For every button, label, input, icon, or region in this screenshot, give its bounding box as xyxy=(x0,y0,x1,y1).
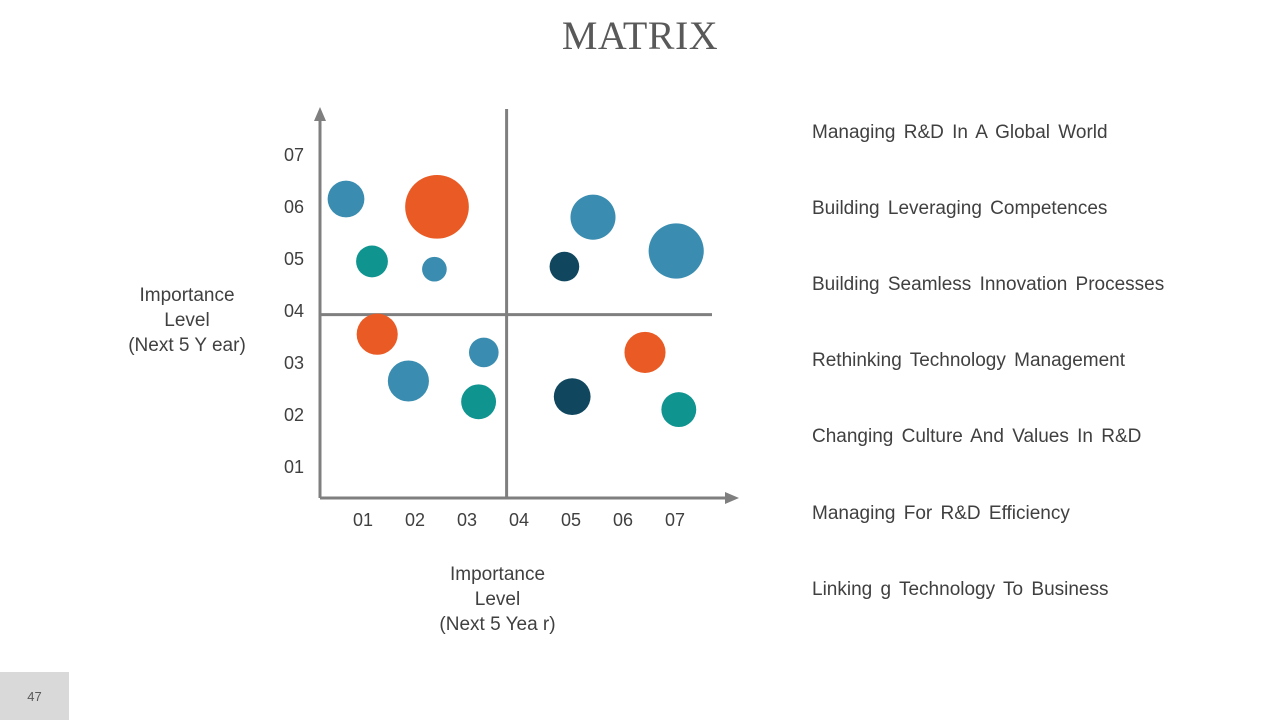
y-axis-label: Importance Level (Next 5 Y ear) xyxy=(112,283,262,358)
bubble-point xyxy=(570,194,616,240)
x-tick-label: 03 xyxy=(457,510,477,530)
y-tick-label: 03 xyxy=(284,353,304,373)
bubble-point xyxy=(468,337,499,368)
bubble-point xyxy=(549,251,580,282)
bubble-point xyxy=(387,360,429,402)
bubble-point xyxy=(422,256,447,282)
bubble-point xyxy=(648,223,704,279)
x-axis-label: Importance Level (Next 5 Yea r) xyxy=(420,562,575,637)
list-item: Building Seamless Innovation Processes xyxy=(812,274,1165,295)
list-item: Building Leveraging Competences xyxy=(812,198,1108,219)
bubble-point xyxy=(461,384,497,420)
y-tick-label: 01 xyxy=(284,457,304,477)
x-axis-label-line-2: Level xyxy=(474,589,521,610)
y-tick-label: 04 xyxy=(284,301,304,321)
y-axis-arrow xyxy=(314,107,326,121)
y-axis-label-line-3: (Next 5 Y ear) xyxy=(128,335,246,356)
x-tick-label: 01 xyxy=(353,510,373,530)
y-tick-label: 05 xyxy=(284,249,304,269)
x-tick-label: 04 xyxy=(509,510,529,530)
bubble-point xyxy=(327,180,365,218)
list-item: Linking g Technology To Business xyxy=(812,579,1109,600)
y-tick-label: 07 xyxy=(284,145,304,165)
bubble-point xyxy=(405,174,469,239)
x-tick-label: 07 xyxy=(665,510,685,530)
x-axis-label-line-1: Importance xyxy=(449,564,546,585)
bubble-point xyxy=(661,392,697,428)
x-axis-label-line-3: (Next 5 Yea r) xyxy=(439,614,556,635)
y-tick-label: 06 xyxy=(284,197,304,217)
x-tick-label: 05 xyxy=(561,510,581,530)
list-item: Rethinking Technology Management xyxy=(812,350,1126,371)
list-item: Changing Culture And Values In R&D xyxy=(812,426,1142,447)
slide-title: MATRIX xyxy=(561,13,719,58)
list-item: Managing For R&D Efficiency xyxy=(812,503,1070,524)
list-item: Managing R&D In A Global World xyxy=(812,122,1108,143)
page-number: 47 xyxy=(0,672,69,720)
x-tick-label: 06 xyxy=(613,510,633,530)
bubble-point xyxy=(356,245,388,278)
y-tick-label: 02 xyxy=(284,405,304,425)
x-axis-arrow xyxy=(725,492,739,504)
y-axis-label-line-1: Importance xyxy=(139,285,235,306)
x-tick-label: 02 xyxy=(405,510,425,530)
bubble-point xyxy=(553,378,591,415)
bubble-point xyxy=(356,313,398,355)
y-axis-label-line-2: Level xyxy=(164,310,210,331)
bubble-point xyxy=(624,331,666,373)
